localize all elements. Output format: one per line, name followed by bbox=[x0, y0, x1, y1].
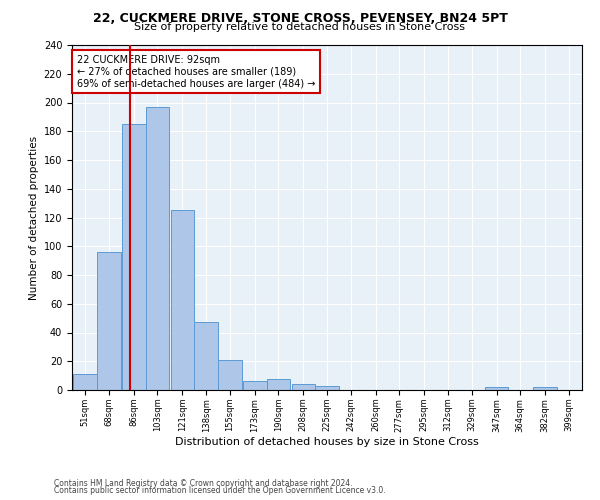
Bar bbox=[122, 124, 146, 390]
Bar bbox=[292, 384, 315, 390]
Text: 22 CUCKMERE DRIVE: 92sqm
← 27% of detached houses are smaller (189)
69% of semi-: 22 CUCKMERE DRIVE: 92sqm ← 27% of detach… bbox=[77, 56, 316, 88]
Text: Contains public sector information licensed under the Open Government Licence v3: Contains public sector information licen… bbox=[54, 486, 386, 495]
X-axis label: Distribution of detached houses by size in Stone Cross: Distribution of detached houses by size … bbox=[175, 437, 479, 447]
Y-axis label: Number of detached properties: Number of detached properties bbox=[29, 136, 40, 300]
Bar bbox=[97, 252, 121, 390]
Text: Size of property relative to detached houses in Stone Cross: Size of property relative to detached ho… bbox=[134, 22, 466, 32]
Bar bbox=[533, 387, 557, 390]
Bar bbox=[194, 322, 218, 390]
Bar bbox=[315, 386, 339, 390]
Text: Contains HM Land Registry data © Crown copyright and database right 2024.: Contains HM Land Registry data © Crown c… bbox=[54, 478, 353, 488]
Bar bbox=[73, 374, 97, 390]
Bar bbox=[218, 360, 242, 390]
Bar bbox=[170, 210, 194, 390]
Bar bbox=[485, 387, 508, 390]
Bar bbox=[243, 382, 266, 390]
Bar bbox=[266, 378, 290, 390]
Text: 22, CUCKMERE DRIVE, STONE CROSS, PEVENSEY, BN24 5PT: 22, CUCKMERE DRIVE, STONE CROSS, PEVENSE… bbox=[92, 12, 508, 26]
Bar bbox=[146, 107, 169, 390]
